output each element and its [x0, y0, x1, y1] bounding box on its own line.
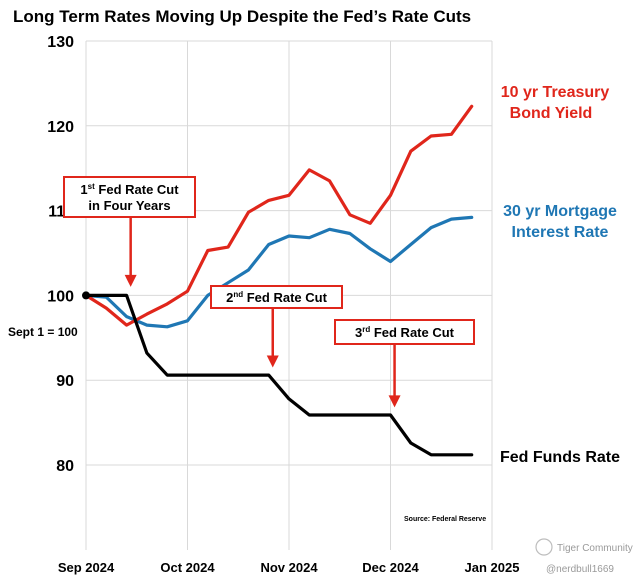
source-note: Source: Federal Reserve — [404, 516, 486, 523]
x-tick-label: Oct 2024 — [160, 560, 215, 575]
annotation-text: in Four Years — [88, 198, 170, 213]
tiger-logo-icon — [535, 538, 553, 556]
y-tick-label: 130 — [47, 34, 74, 51]
annotation-arrowhead — [124, 274, 137, 287]
series-label-fed-funds: Fed Funds Rate — [500, 449, 620, 466]
annotation-box — [210, 285, 343, 309]
annotation-arrowhead — [388, 395, 401, 408]
watermark-handle: @nerdbull1669 — [546, 564, 614, 575]
annotation-text: 1st Fed Rate Cut — [80, 182, 179, 197]
series-label-mortgage: 30 yr Mortgage — [503, 203, 617, 220]
x-tick-label: Nov 2024 — [260, 560, 318, 575]
annotation-box — [334, 319, 475, 345]
chart-grid — [85, 40, 493, 550]
x-tick-label: Jan 2025 — [465, 560, 520, 575]
annotation-1st-fed-cut: 1st Fed Rate Cut in Four Years — [63, 176, 196, 287]
annotation-2nd-fed-cut: 2nd Fed Rate Cut — [210, 285, 343, 368]
annotation-box — [63, 176, 196, 218]
series-label-mortgage: Interest Rate — [512, 224, 609, 241]
annotation-3rd-fed-cut: 3rd Fed Rate Cut — [334, 319, 475, 408]
y-tick-label: 90 — [56, 373, 74, 390]
series-lines — [84, 104, 474, 457]
x-tick-label: Dec 2024 — [362, 560, 419, 575]
series-label-treasury: Bond Yield — [510, 105, 593, 122]
watermark-brand: Tiger Community — [557, 543, 633, 554]
x-axis-ticks: Sep 2024 Oct 2024 Nov 2024 Dec 2024 Jan 2025 — [58, 560, 520, 575]
y-tick-label: 120 — [47, 119, 74, 136]
y-tick-label: 100 — [47, 288, 74, 305]
baseline-point — [82, 291, 90, 300]
series-line-10-yr-treasury-bond-yield — [84, 104, 474, 327]
watermark: Tiger Community @nerdbull1669 — [535, 538, 633, 575]
annotation-arrowhead — [266, 355, 279, 368]
series-line-fed-funds-rate — [84, 293, 474, 457]
y-tick-label: 80 — [56, 458, 74, 475]
baseline-label: Sept 1 = 100 — [8, 325, 78, 339]
annotation-text: 3rd Fed Rate Cut — [355, 325, 455, 340]
series-line-30-yr-mortgage-interest-rate — [84, 215, 474, 329]
x-tick-label: Sep 2024 — [58, 560, 115, 575]
series-label-treasury: 10 yr Treasury — [501, 84, 610, 101]
annotation-text: 2nd Fed Rate Cut — [226, 290, 327, 305]
chart-title: Long Term Rates Moving Up Despite the Fe… — [13, 7, 471, 26]
